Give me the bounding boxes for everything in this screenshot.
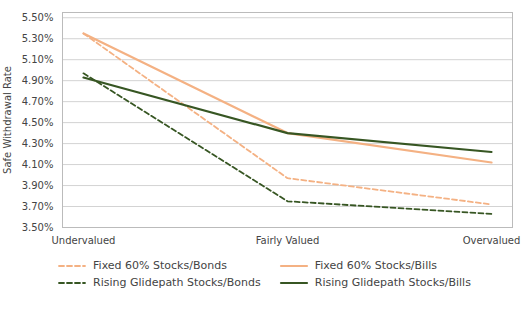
svg-text:3.90%: 3.90% xyxy=(22,180,54,191)
svg-text:4.70%: 4.70% xyxy=(22,96,54,107)
html-text:Fixed 60% Stocks/Bonds: Fixed 60% Stocks/Bonds xyxy=(93,259,227,272)
svg-text:4.30%: 4.30% xyxy=(22,138,54,149)
svg-text:Fairly Valued: Fairly Valued xyxy=(256,235,320,246)
svg-text:5.10%: 5.10% xyxy=(22,54,54,65)
svg-text:3.50%: 3.50% xyxy=(22,222,54,233)
svg-text:Undervalued: Undervalued xyxy=(52,235,116,246)
svg-text:Safe Withdrawal Rate: Safe Withdrawal Rate xyxy=(2,66,13,174)
svg-text:5.30%: 5.30% xyxy=(22,33,54,44)
svg-text:5.50%: 5.50% xyxy=(22,12,54,23)
html-text:Rising Glidepath Stocks/Bills: Rising Glidepath Stocks/Bills xyxy=(314,276,471,289)
html-text:Fixed 60% Stocks/Bills: Fixed 60% Stocks/Bills xyxy=(314,259,437,272)
svg-text:3.70%: 3.70% xyxy=(22,201,54,212)
svg-text:4.10%: 4.10% xyxy=(22,159,54,170)
svg-text:4.50%: 4.50% xyxy=(22,117,54,128)
html-text:Rising Glidepath Stocks/Bonds: Rising Glidepath Stocks/Bonds xyxy=(93,276,261,289)
svg-text:4.90%: 4.90% xyxy=(22,75,54,86)
svg-text:Overvalued: Overvalued xyxy=(463,235,521,246)
